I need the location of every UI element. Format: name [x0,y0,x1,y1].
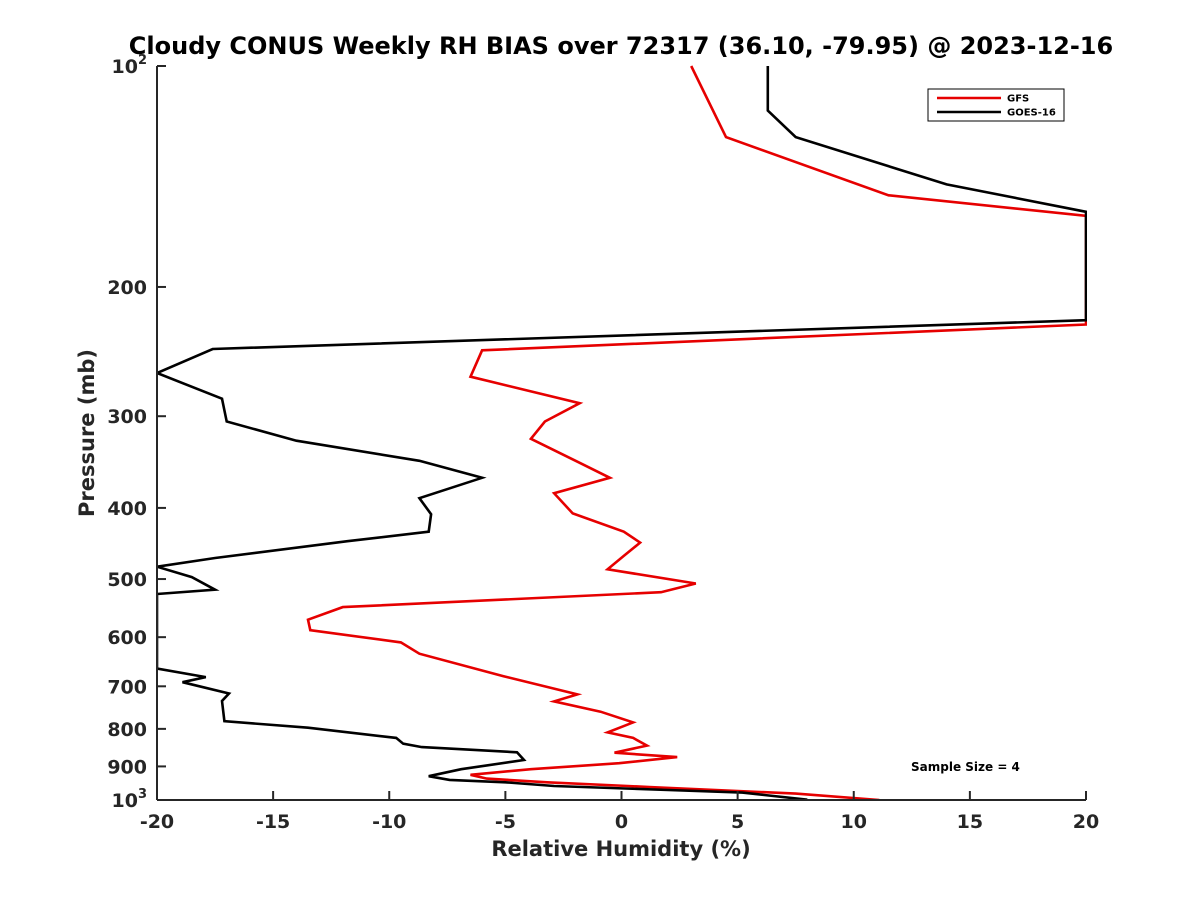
y-tick-label: 900 [107,756,147,778]
y-tick-label: 400 [107,498,147,520]
legend-box [927,88,1065,122]
y-tick-label: 600 [107,627,147,649]
y-tick-label: 300 [107,406,147,428]
legend-item: GOES-16 [937,108,1056,119]
ticks-layer: -20 -15 -10 -5 0 5 10 15 20 102 200 300 400 500 600 700… [107,53,1099,833]
x-tick-label: 20 [1073,811,1099,833]
x-tick-label: 15 [957,811,983,833]
sample-size-annotation: Sample Size = 4 [911,760,1020,774]
chart-title: Cloudy CONUS Weekly RH BIAS over 72317 (… [129,32,1113,60]
legend-label: GFS [1007,94,1029,105]
x-tick-label: 0 [615,811,628,833]
legend: GFS GOES-16 [927,88,1065,122]
legend-items: GFS GOES-16 [937,94,1056,119]
x-axis-label: Relative Humidity (%) [491,837,750,861]
y-tick-label: 500 [107,569,147,591]
x-tick-label: -15 [256,811,290,833]
y-tick-label: 800 [107,719,147,741]
y-axis-label: Pressure (mb) [75,349,99,517]
y-tick-label: 102 [112,53,148,78]
series-line-goes-16 [157,66,1087,801]
series-layer [157,65,1087,801]
y-tick-label: 103 [112,787,148,812]
x-tick-label: 5 [731,811,744,833]
x-tick-label: -5 [495,811,516,833]
y-tick-label: 700 [107,676,147,698]
legend-label: GOES-16 [1007,108,1056,119]
plot-area [157,66,1086,800]
series-line-gfs [306,65,1087,801]
x-tick-label: 10 [841,811,867,833]
legend-item: GFS [937,94,1029,105]
x-tick-label: -20 [140,811,174,833]
x-tick-label: -10 [372,811,406,833]
y-tick-label: 200 [107,277,147,299]
